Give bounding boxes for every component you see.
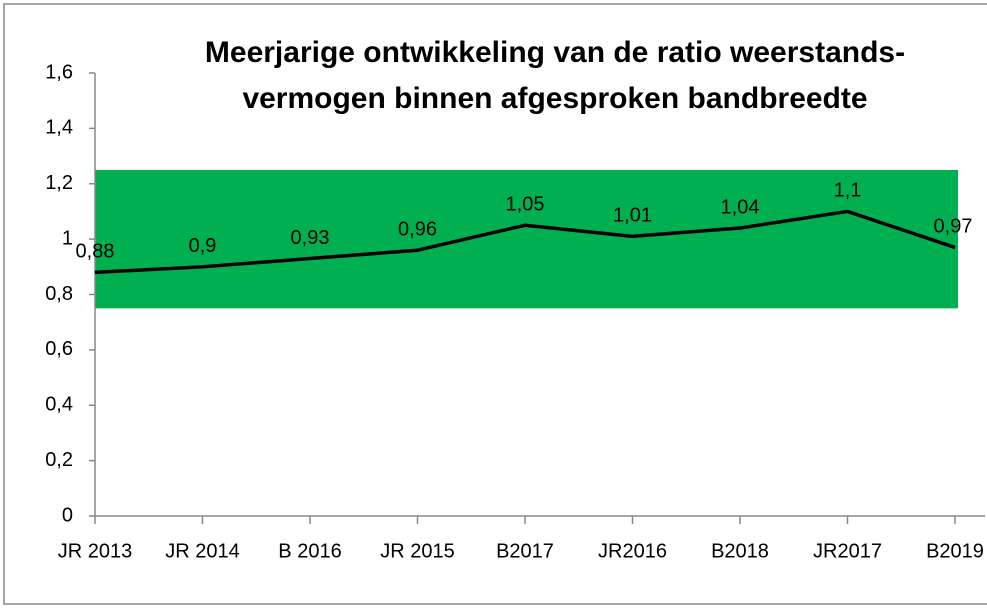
data-label: 1,01: [613, 205, 652, 227]
x-tick-label: JR2016: [598, 540, 667, 562]
x-tick-label: JR2017: [813, 540, 882, 562]
data-label: 0,93: [291, 227, 330, 249]
y-tick-label: 1,4: [45, 117, 73, 139]
data-label: 1,04: [721, 196, 760, 218]
chart-title: Meerjarige ontwikkeling van de ratio wee…: [205, 36, 905, 69]
y-tick-label: 1: [62, 227, 73, 249]
target-band: [95, 169, 958, 309]
data-label: 1,1: [834, 180, 862, 202]
x-tick-label: JR 2015: [380, 540, 455, 562]
data-label: 0,96: [398, 218, 437, 240]
data-label: 1,05: [506, 194, 545, 216]
x-tick-label: B 2016: [278, 540, 341, 562]
y-tick-label: 0,6: [45, 338, 73, 360]
x-tick-label: B2017: [496, 540, 554, 562]
y-tick-label: 0,2: [45, 449, 73, 471]
x-tick-label: JR 2013: [58, 540, 133, 562]
data-label: 0,88: [76, 241, 115, 263]
y-tick-label: 1,6: [45, 61, 73, 83]
x-tick-label: JR 2014: [165, 540, 240, 562]
y-tick-label: 1,2: [45, 172, 73, 194]
y-tick-label: 0,4: [45, 394, 73, 416]
data-line: [94, 209, 956, 275]
y-tick-label: 0: [62, 504, 73, 526]
y-tick-label: 0,8: [45, 283, 73, 305]
data-label: 0,9: [189, 235, 217, 257]
data-label: 0,97: [934, 216, 973, 238]
x-tick-label: B2018: [711, 540, 769, 562]
x-tick-label: B2019: [926, 540, 984, 562]
chart-title: vermogen binnen afgesproken bandbreedte: [242, 82, 867, 115]
